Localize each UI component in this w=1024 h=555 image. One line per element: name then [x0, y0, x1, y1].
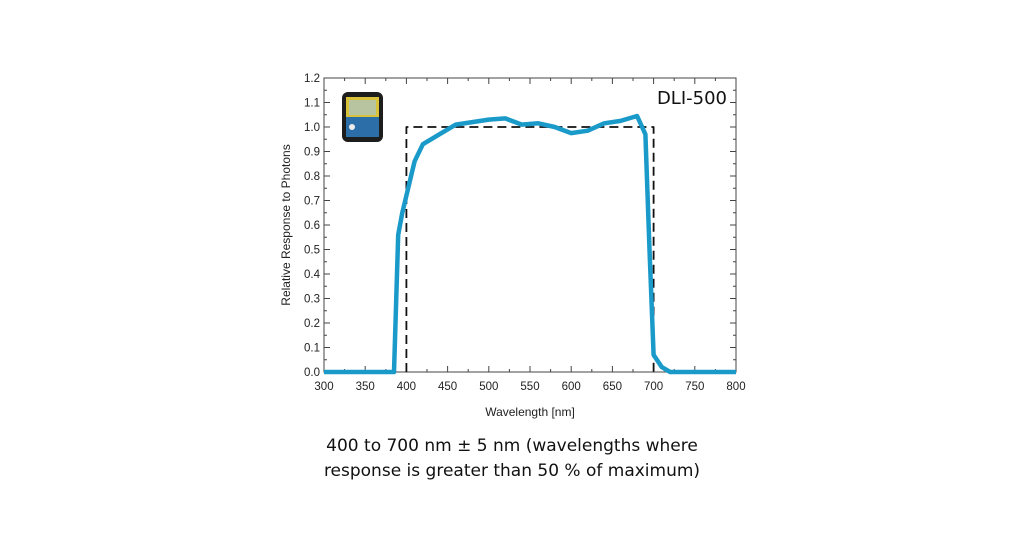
y-tick-label: 1.2 [304, 73, 320, 85]
y-axis-label: Relative Response to Photons [279, 144, 293, 305]
y-tick-label: 0.3 [304, 294, 320, 306]
y-tick-label: 0.5 [304, 245, 320, 257]
device-image [342, 92, 383, 142]
x-tick-label: 600 [562, 381, 581, 393]
y-tick-label: 0.4 [304, 269, 321, 281]
x-tick-label: 800 [726, 381, 745, 393]
x-tick-label: 300 [314, 381, 333, 393]
x-tick-label: 500 [479, 381, 498, 393]
spectral-response-chart: 300 350 400 450 500 550 600 650 700 750 800 0.0 0.1 0… [279, 73, 746, 419]
y-tick-label: 0.8 [304, 171, 320, 183]
y-tick-label: 0.0 [304, 367, 320, 379]
x-tick-label: 400 [397, 381, 416, 393]
ideal-response-line [405, 126, 655, 372]
caption: 400 to 700 nm ± 5 nm (wavelengths where … [0, 434, 1024, 484]
x-tick-label: 750 [685, 381, 704, 393]
device-label: DLI-500 [657, 88, 727, 109]
caption-line-1: 400 to 700 nm ± 5 nm (wavelengths where [326, 436, 698, 456]
dli-500-response-line [324, 113, 736, 375]
x-tick-label: 350 [356, 381, 375, 393]
x-tick-label: 650 [603, 381, 622, 393]
y-tick-label: 0.7 [304, 196, 320, 208]
x-tick-label: 450 [438, 381, 457, 393]
y-tick-label: 1.1 [304, 98, 320, 110]
x-axis-label: Wavelength [nm] [485, 405, 575, 419]
x-tick-label: 700 [644, 381, 663, 393]
x-tick-label: 550 [520, 381, 539, 393]
y-tick-label: 0.2 [304, 318, 320, 330]
y-tick-label: 0.9 [304, 147, 320, 159]
caption-line-2: response is greater than 50 % of maximum… [323, 461, 701, 481]
y-tick-label: 1.0 [304, 122, 320, 134]
y-tick-label: 0.1 [304, 343, 320, 355]
y-tick-label: 0.6 [304, 220, 320, 232]
